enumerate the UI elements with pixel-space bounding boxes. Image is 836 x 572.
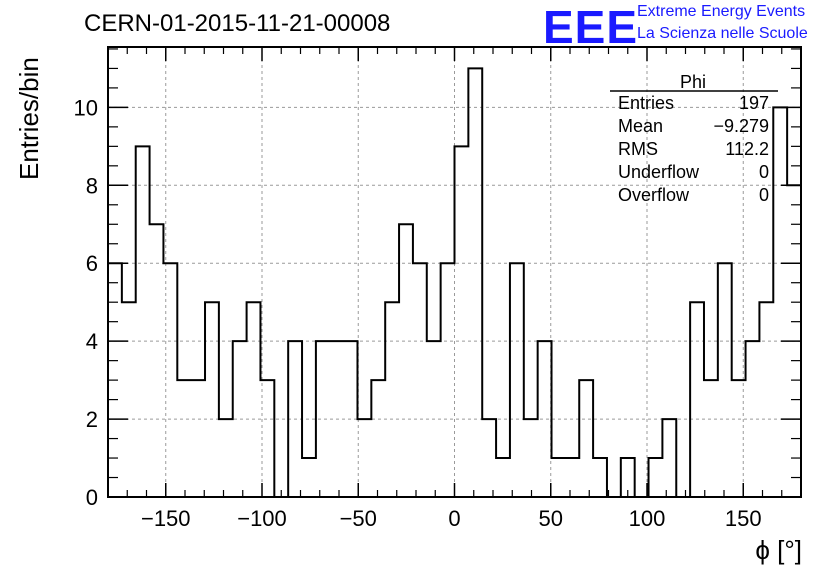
histogram-bin bbox=[468, 68, 482, 497]
histogram-bin bbox=[413, 263, 427, 497]
histogram-bin bbox=[233, 341, 247, 497]
histogram-bin bbox=[496, 458, 510, 497]
histogram-bin bbox=[510, 263, 524, 497]
histogram-bin bbox=[191, 380, 205, 497]
histogram-bin bbox=[579, 380, 593, 497]
stats-value: 112.2 bbox=[725, 139, 769, 159]
histogram-bin bbox=[593, 458, 607, 497]
stats-value: 0 bbox=[758, 185, 769, 205]
y-axis-label: Entries/bin bbox=[14, 57, 44, 180]
histogram-bin bbox=[330, 341, 344, 497]
histogram-bin bbox=[704, 380, 718, 497]
eee-logo: EEE bbox=[543, 1, 639, 53]
histogram-bin bbox=[205, 302, 219, 497]
histogram-bin bbox=[357, 419, 371, 497]
histogram-bin bbox=[455, 146, 469, 497]
histogram-bin bbox=[288, 341, 302, 497]
histogram-bin bbox=[746, 341, 760, 497]
stats-label: Entries bbox=[618, 93, 675, 113]
histogram-bin bbox=[662, 419, 676, 497]
histogram-bin bbox=[385, 302, 399, 497]
histogram-bin bbox=[108, 263, 122, 497]
histogram-bin bbox=[316, 341, 330, 497]
logo-caption-line1: Extreme Energy Events bbox=[637, 3, 806, 20]
stats-title: Phi bbox=[680, 72, 707, 92]
histogram-bin bbox=[427, 341, 441, 497]
histogram-bin bbox=[552, 458, 566, 497]
histogram-bin bbox=[773, 107, 787, 497]
histogram-bin bbox=[732, 380, 746, 497]
histogram-bin bbox=[136, 146, 150, 497]
stats-value: 0 bbox=[758, 162, 769, 182]
y-tick-label: 8 bbox=[86, 173, 98, 198]
histogram-bin bbox=[399, 224, 413, 497]
histogram-bin bbox=[122, 302, 136, 497]
y-tick-label: 10 bbox=[74, 95, 98, 120]
y-tick-label: 6 bbox=[86, 251, 98, 276]
histogram-bin bbox=[302, 458, 316, 497]
histogram-bin bbox=[690, 302, 704, 497]
histogram-bin bbox=[565, 458, 579, 497]
stats-value: 197 bbox=[738, 93, 769, 113]
histogram-bin bbox=[163, 263, 177, 497]
stats-label: Mean bbox=[618, 116, 664, 136]
y-tick-label: 4 bbox=[86, 329, 98, 354]
x-tick-label: 50 bbox=[539, 506, 563, 531]
x-tick-label: 150 bbox=[725, 506, 762, 531]
histogram-bin bbox=[260, 380, 274, 497]
stats-label: Underflow bbox=[618, 162, 700, 182]
tick-labels: −150 −100 −50 0 50 100 150 0 2 4 6 8 10 bbox=[74, 95, 762, 531]
x-tick-label: −150 bbox=[141, 506, 191, 531]
y-tick-label: 2 bbox=[86, 407, 98, 432]
x-tick-label: −50 bbox=[340, 506, 377, 531]
histogram-bin bbox=[759, 302, 773, 497]
x-tick-label: −100 bbox=[237, 506, 287, 531]
histogram-bin bbox=[371, 380, 385, 497]
histogram-bin bbox=[441, 263, 455, 497]
histogram-bin bbox=[247, 302, 261, 497]
x-tick-label: 100 bbox=[629, 506, 666, 531]
histogram-title: CERN-01-2015-11-21-00008 bbox=[84, 10, 391, 37]
histogram-bin bbox=[177, 380, 191, 497]
histogram-bin bbox=[524, 419, 538, 497]
stats-label: RMS bbox=[618, 139, 658, 159]
stats-label: Overflow bbox=[618, 185, 690, 205]
logo-caption-line2: La Scienza nelle Scuole bbox=[637, 25, 808, 42]
x-axis-label: ϕ [°] bbox=[755, 535, 802, 565]
grid-lines bbox=[108, 47, 801, 497]
histogram-bin bbox=[344, 341, 358, 497]
histogram-bin bbox=[621, 458, 635, 497]
histogram-bin bbox=[787, 185, 801, 497]
histogram-series bbox=[107, 67, 802, 498]
stats-value: −9.279 bbox=[713, 116, 769, 136]
histogram-bin bbox=[649, 458, 663, 497]
x-tick-label: 0 bbox=[448, 506, 460, 531]
histogram-bin bbox=[219, 419, 233, 497]
histogram-bin bbox=[718, 263, 732, 497]
y-tick-label: 0 bbox=[86, 485, 98, 510]
histogram-bin bbox=[150, 224, 164, 497]
histogram-bin bbox=[538, 341, 552, 497]
histogram-bin bbox=[482, 419, 496, 497]
axis-ticks bbox=[108, 47, 801, 498]
